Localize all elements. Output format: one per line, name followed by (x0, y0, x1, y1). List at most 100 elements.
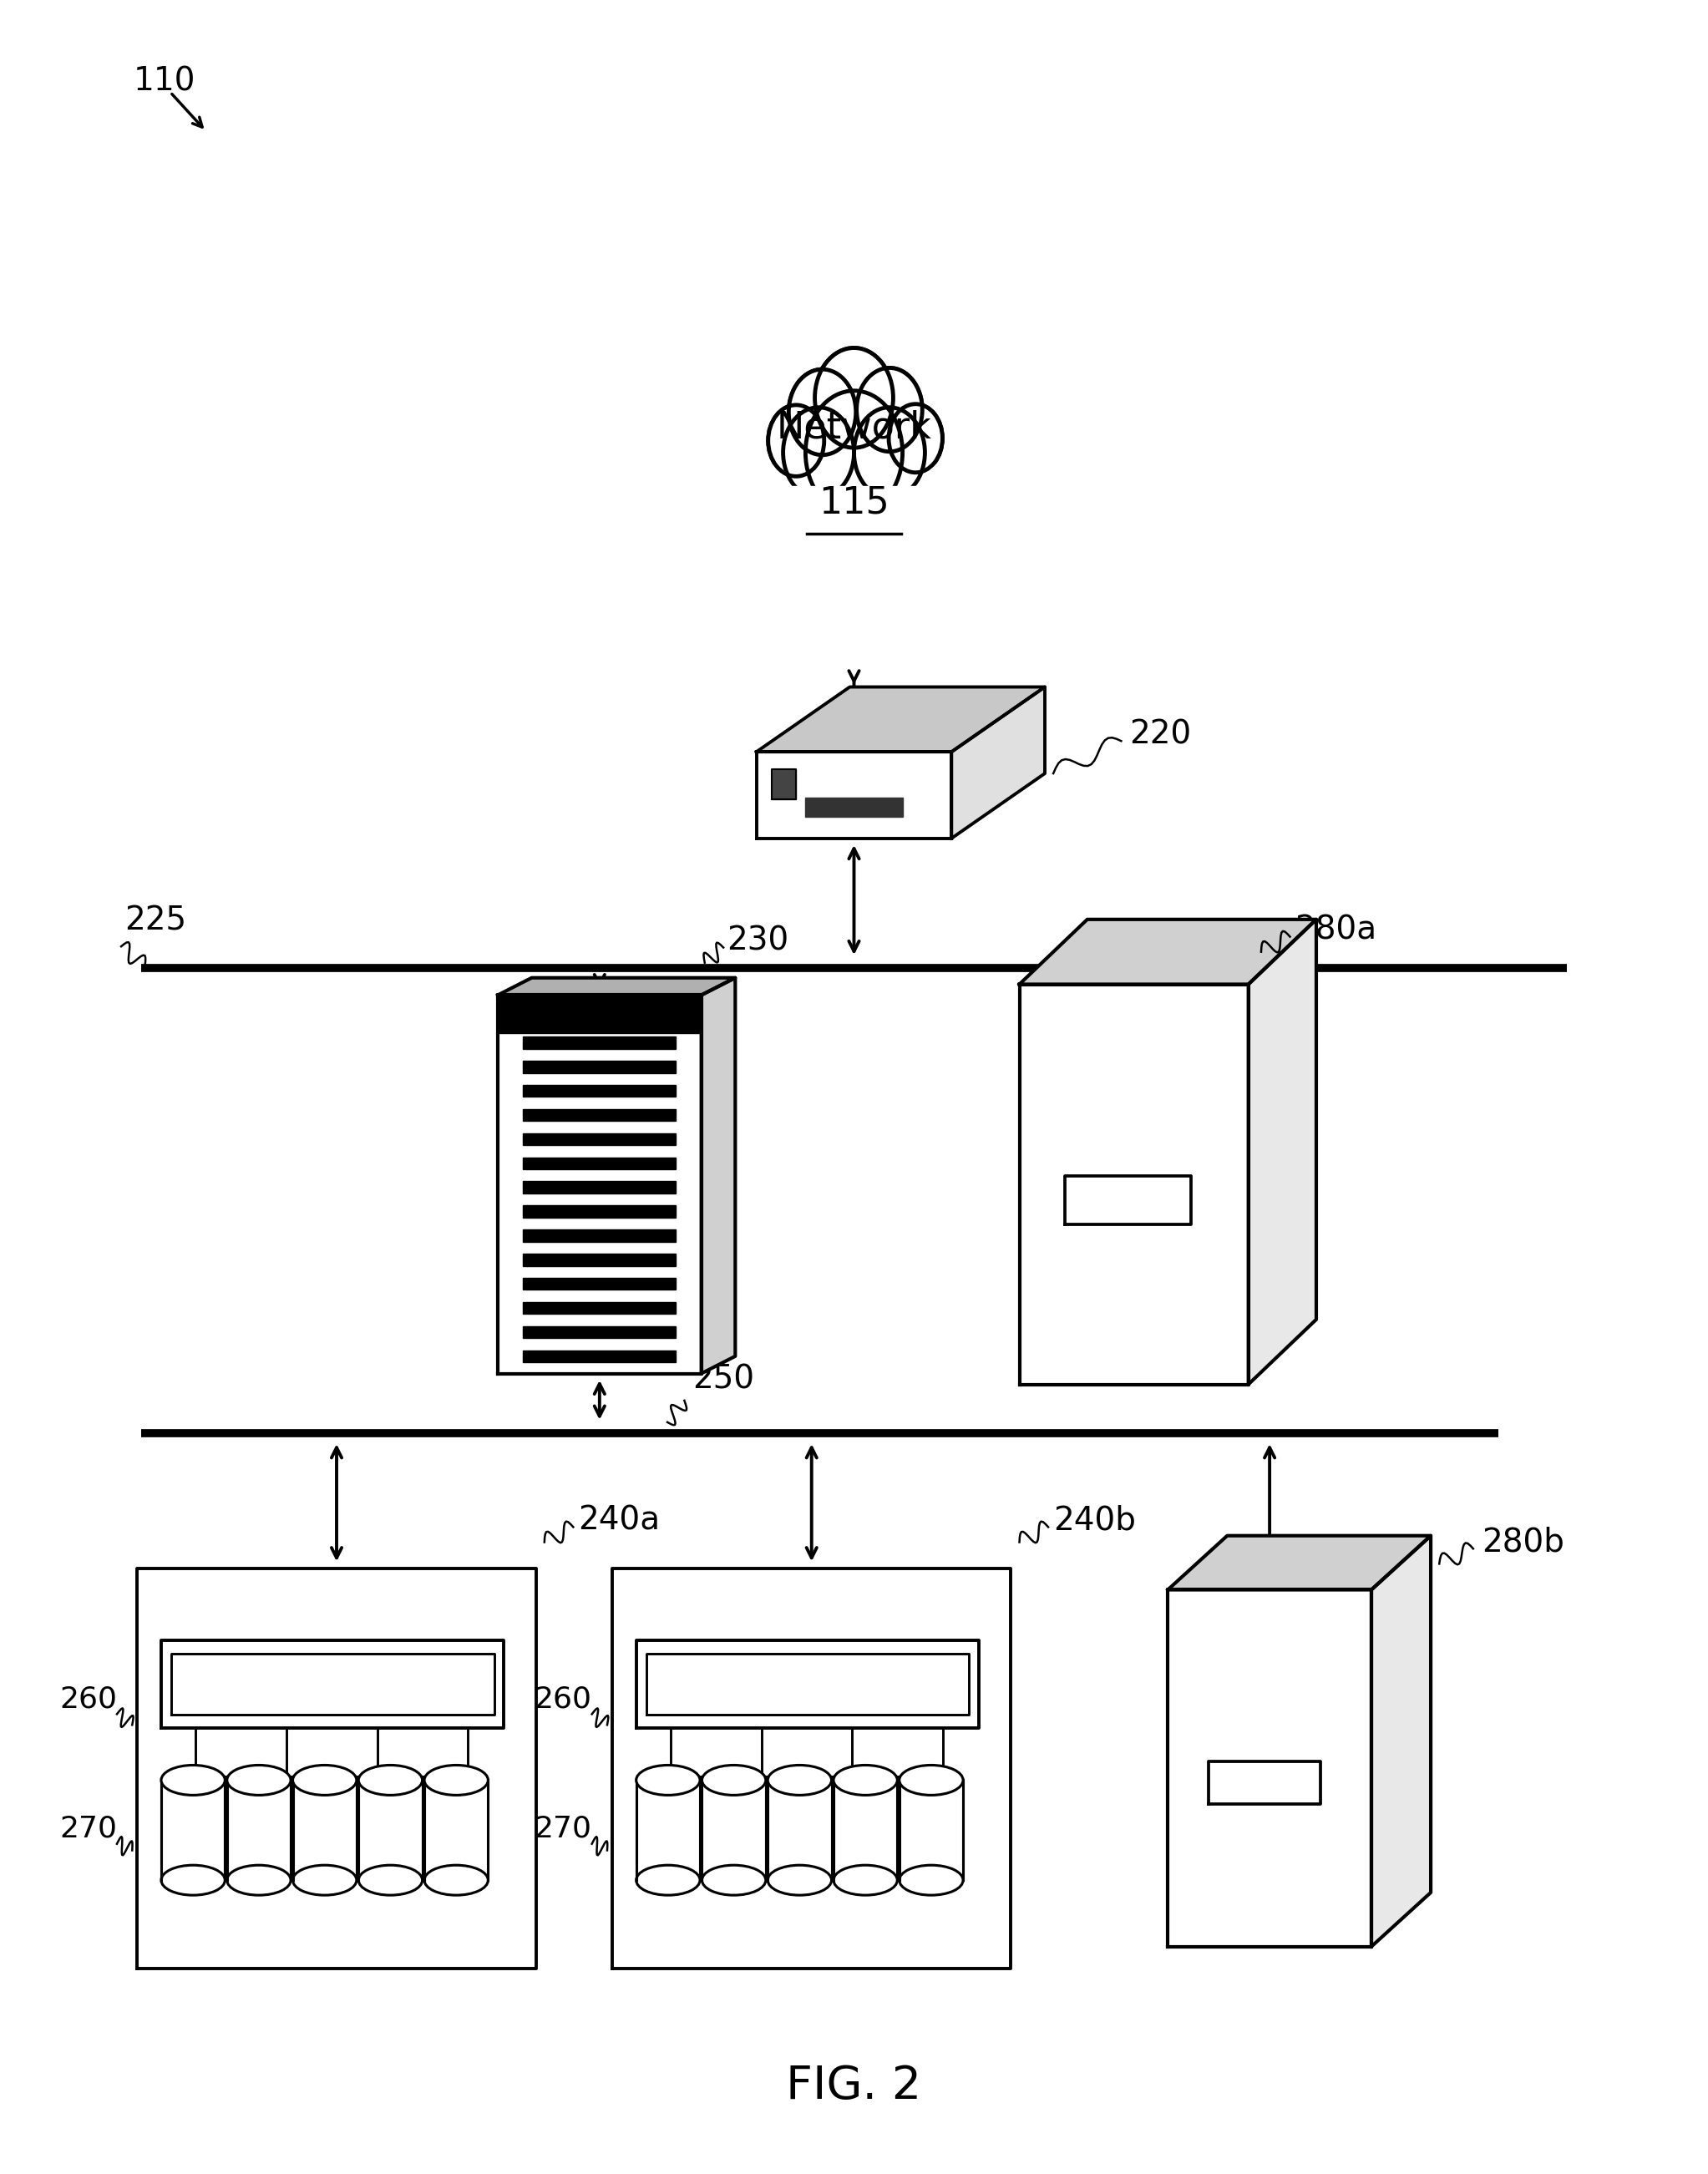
Polygon shape (1168, 1589, 1372, 1946)
Polygon shape (523, 1157, 676, 1170)
Polygon shape (1066, 1176, 1190, 1224)
Polygon shape (523, 1133, 676, 1146)
Polygon shape (523, 1326, 676, 1337)
Bar (741, 485, 967, 557)
Polygon shape (523, 1230, 676, 1241)
Polygon shape (523, 1302, 676, 1313)
Polygon shape (292, 1781, 357, 1881)
Ellipse shape (900, 1765, 963, 1796)
Polygon shape (523, 1180, 676, 1194)
Text: 250: 250 (693, 1363, 755, 1396)
Polygon shape (227, 1781, 290, 1881)
Polygon shape (772, 770, 796, 800)
Polygon shape (767, 1781, 832, 1881)
Circle shape (856, 409, 924, 496)
Circle shape (888, 404, 943, 472)
Polygon shape (646, 1654, 968, 1715)
Ellipse shape (834, 1765, 897, 1796)
Text: 240b: 240b (1054, 1504, 1136, 1537)
Polygon shape (702, 1781, 765, 1881)
Polygon shape (359, 1781, 422, 1881)
Ellipse shape (227, 1865, 290, 1896)
Polygon shape (635, 1639, 979, 1728)
Circle shape (857, 367, 922, 452)
Text: 220: 220 (1129, 720, 1192, 750)
Circle shape (816, 350, 892, 446)
Ellipse shape (900, 1865, 963, 1896)
Text: 230: 230 (728, 926, 789, 957)
Text: 270: 270 (60, 1815, 116, 1844)
Polygon shape (1249, 920, 1317, 1385)
Text: FIG. 2: FIG. 2 (786, 2063, 922, 2109)
Polygon shape (834, 1781, 897, 1881)
Polygon shape (523, 1109, 676, 1122)
Text: 280b: 280b (1481, 1526, 1565, 1559)
Polygon shape (1020, 985, 1249, 1385)
Ellipse shape (834, 1865, 897, 1896)
Circle shape (769, 404, 825, 476)
Ellipse shape (767, 1865, 832, 1896)
Polygon shape (523, 1061, 676, 1074)
Circle shape (789, 370, 856, 454)
Circle shape (784, 409, 852, 496)
Circle shape (789, 370, 856, 454)
Ellipse shape (424, 1765, 488, 1796)
Ellipse shape (292, 1765, 357, 1796)
Polygon shape (137, 1567, 536, 1967)
Polygon shape (523, 1350, 676, 1363)
Ellipse shape (635, 1865, 700, 1896)
Polygon shape (635, 1781, 700, 1881)
Text: 270: 270 (535, 1815, 593, 1844)
Polygon shape (757, 687, 1045, 752)
Bar (765, 465, 943, 533)
Polygon shape (161, 1639, 504, 1728)
Circle shape (806, 391, 902, 515)
Polygon shape (497, 996, 702, 1033)
Text: 240a: 240a (579, 1504, 661, 1537)
Ellipse shape (359, 1765, 422, 1796)
Polygon shape (757, 752, 951, 839)
Polygon shape (523, 1254, 676, 1265)
Polygon shape (1020, 920, 1317, 985)
Polygon shape (611, 1567, 1011, 1967)
Ellipse shape (767, 1765, 832, 1796)
Text: 110: 110 (133, 65, 195, 98)
Circle shape (815, 348, 893, 448)
Text: Network: Network (777, 409, 931, 446)
Text: 225: 225 (125, 904, 186, 937)
Ellipse shape (424, 1865, 488, 1896)
Polygon shape (702, 978, 734, 1374)
Text: 260: 260 (535, 1685, 593, 1713)
Polygon shape (1372, 1535, 1431, 1946)
Ellipse shape (227, 1765, 290, 1796)
Polygon shape (497, 996, 702, 1374)
Polygon shape (523, 1278, 676, 1289)
Polygon shape (804, 798, 904, 817)
Polygon shape (951, 687, 1045, 839)
Polygon shape (161, 1781, 225, 1881)
Text: 115: 115 (818, 485, 890, 522)
Text: 260: 260 (60, 1685, 116, 1713)
Circle shape (857, 370, 921, 450)
Ellipse shape (702, 1765, 765, 1796)
Circle shape (890, 404, 941, 472)
Circle shape (854, 407, 926, 498)
Polygon shape (1168, 1535, 1431, 1589)
Ellipse shape (702, 1865, 765, 1896)
Ellipse shape (161, 1765, 225, 1796)
Ellipse shape (292, 1865, 357, 1896)
Circle shape (806, 393, 902, 513)
Polygon shape (497, 978, 734, 996)
Circle shape (782, 407, 854, 498)
Circle shape (769, 407, 823, 476)
Text: 280a: 280a (1295, 915, 1377, 946)
Polygon shape (1209, 1761, 1320, 1804)
Polygon shape (523, 1085, 676, 1098)
Ellipse shape (635, 1765, 700, 1796)
Polygon shape (171, 1654, 494, 1715)
Polygon shape (900, 1781, 963, 1881)
Ellipse shape (359, 1865, 422, 1896)
Polygon shape (523, 1204, 676, 1217)
Ellipse shape (161, 1865, 225, 1896)
Polygon shape (523, 1037, 676, 1048)
